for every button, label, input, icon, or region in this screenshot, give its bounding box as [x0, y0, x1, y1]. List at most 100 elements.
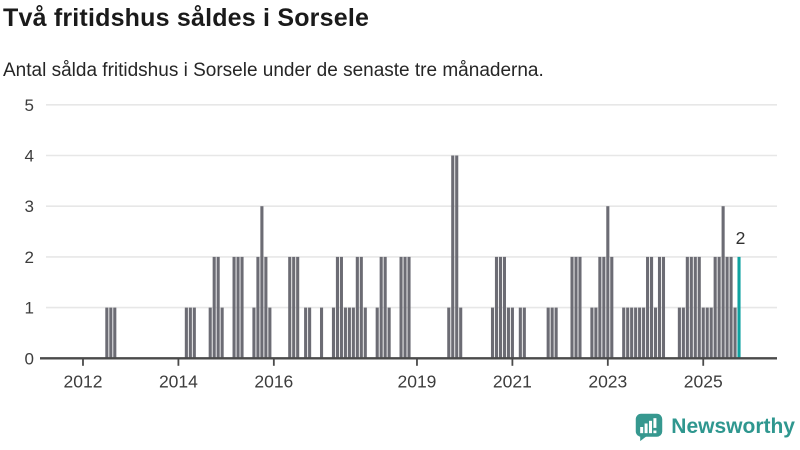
bar — [212, 256, 216, 359]
bar — [713, 256, 717, 359]
bar — [109, 307, 113, 359]
bar — [602, 256, 606, 359]
y-axis-label: 2 — [25, 248, 34, 267]
bar — [260, 206, 264, 359]
x-axis-label: 2025 — [684, 371, 723, 391]
bar — [188, 307, 192, 359]
highlight-bar — [737, 256, 741, 359]
bar — [296, 256, 300, 359]
bar — [697, 256, 701, 359]
bar — [264, 256, 268, 359]
sales-bar-chart: 0 1 2 3 4 5 2 2012 2014 2016 2019 2021 2023 2025 — [25, 96, 777, 391]
x-axis-label: 2014 — [159, 371, 198, 391]
bar — [379, 256, 383, 359]
bar — [383, 256, 387, 359]
bar — [403, 256, 407, 359]
bar — [236, 256, 240, 359]
x-axis-label: 2016 — [254, 371, 293, 391]
bar — [638, 307, 642, 359]
bar — [232, 256, 236, 359]
last-value-label: 2 — [736, 228, 746, 248]
bar — [447, 307, 451, 359]
y-axis-label: 0 — [25, 349, 34, 368]
bar — [451, 155, 455, 359]
bar — [590, 307, 594, 359]
bar — [626, 307, 630, 359]
bar — [339, 256, 343, 359]
bar — [594, 307, 598, 359]
bar — [518, 307, 522, 359]
bar — [642, 307, 646, 359]
newsworthy-logo-text: Newsworthy — [671, 415, 795, 438]
bar — [622, 307, 626, 359]
bar — [184, 307, 188, 359]
bar — [351, 307, 355, 359]
bar — [650, 256, 654, 359]
bar — [363, 307, 367, 359]
bar — [387, 307, 391, 359]
bar — [554, 307, 558, 359]
bar — [216, 256, 220, 359]
bar — [721, 206, 725, 359]
bar — [661, 256, 666, 359]
bar — [455, 155, 459, 359]
bar — [685, 256, 689, 359]
newsworthy-logo[interactable]: Newsworthy — [634, 412, 795, 442]
bar — [331, 307, 336, 359]
bar — [304, 307, 308, 359]
y-axis-label: 1 — [25, 299, 34, 318]
bar — [335, 256, 339, 359]
bar — [709, 307, 713, 359]
bar — [399, 256, 403, 359]
bar — [502, 256, 506, 359]
bar — [522, 307, 526, 359]
bar — [268, 307, 272, 359]
y-axis-label: 3 — [25, 197, 34, 216]
bar — [506, 307, 510, 359]
bar — [347, 307, 351, 359]
bar — [510, 307, 514, 359]
bar — [407, 256, 411, 359]
bar — [570, 256, 574, 359]
bar — [208, 307, 212, 359]
bar — [646, 256, 650, 359]
bar — [220, 307, 224, 359]
x-axis-label: 2012 — [64, 371, 103, 391]
bar — [375, 307, 379, 359]
bar — [630, 307, 634, 359]
bar — [610, 256, 614, 359]
bar — [192, 307, 196, 359]
bar — [494, 256, 499, 359]
x-axis-label: 2023 — [588, 371, 627, 391]
bar — [308, 307, 312, 359]
bar — [288, 256, 292, 359]
bar — [701, 307, 705, 359]
chart-subtitle: Antal sålda fritidshus i Sorsele under d… — [3, 60, 544, 81]
bar — [653, 307, 658, 359]
x-axis-label: 2021 — [493, 371, 532, 391]
bar — [677, 307, 681, 359]
bar — [578, 256, 582, 359]
bar — [459, 307, 463, 359]
bar — [725, 256, 729, 359]
bar — [598, 256, 602, 359]
bar — [105, 307, 109, 359]
bar — [292, 256, 296, 359]
bar — [355, 256, 359, 359]
bar — [733, 307, 737, 359]
bar — [256, 256, 260, 359]
bar — [689, 256, 693, 359]
bar — [252, 307, 256, 359]
chart-title: Två fritidshus såldes i Sorsele — [3, 4, 370, 32]
bar — [693, 256, 697, 359]
bar — [113, 307, 117, 359]
bar — [343, 307, 347, 359]
bar — [717, 256, 721, 359]
bar — [657, 256, 662, 359]
bar — [634, 307, 638, 359]
bar — [729, 256, 733, 359]
y-axis-label: 5 — [25, 96, 34, 115]
x-axis-label: 2019 — [397, 371, 436, 391]
bar — [490, 307, 495, 359]
